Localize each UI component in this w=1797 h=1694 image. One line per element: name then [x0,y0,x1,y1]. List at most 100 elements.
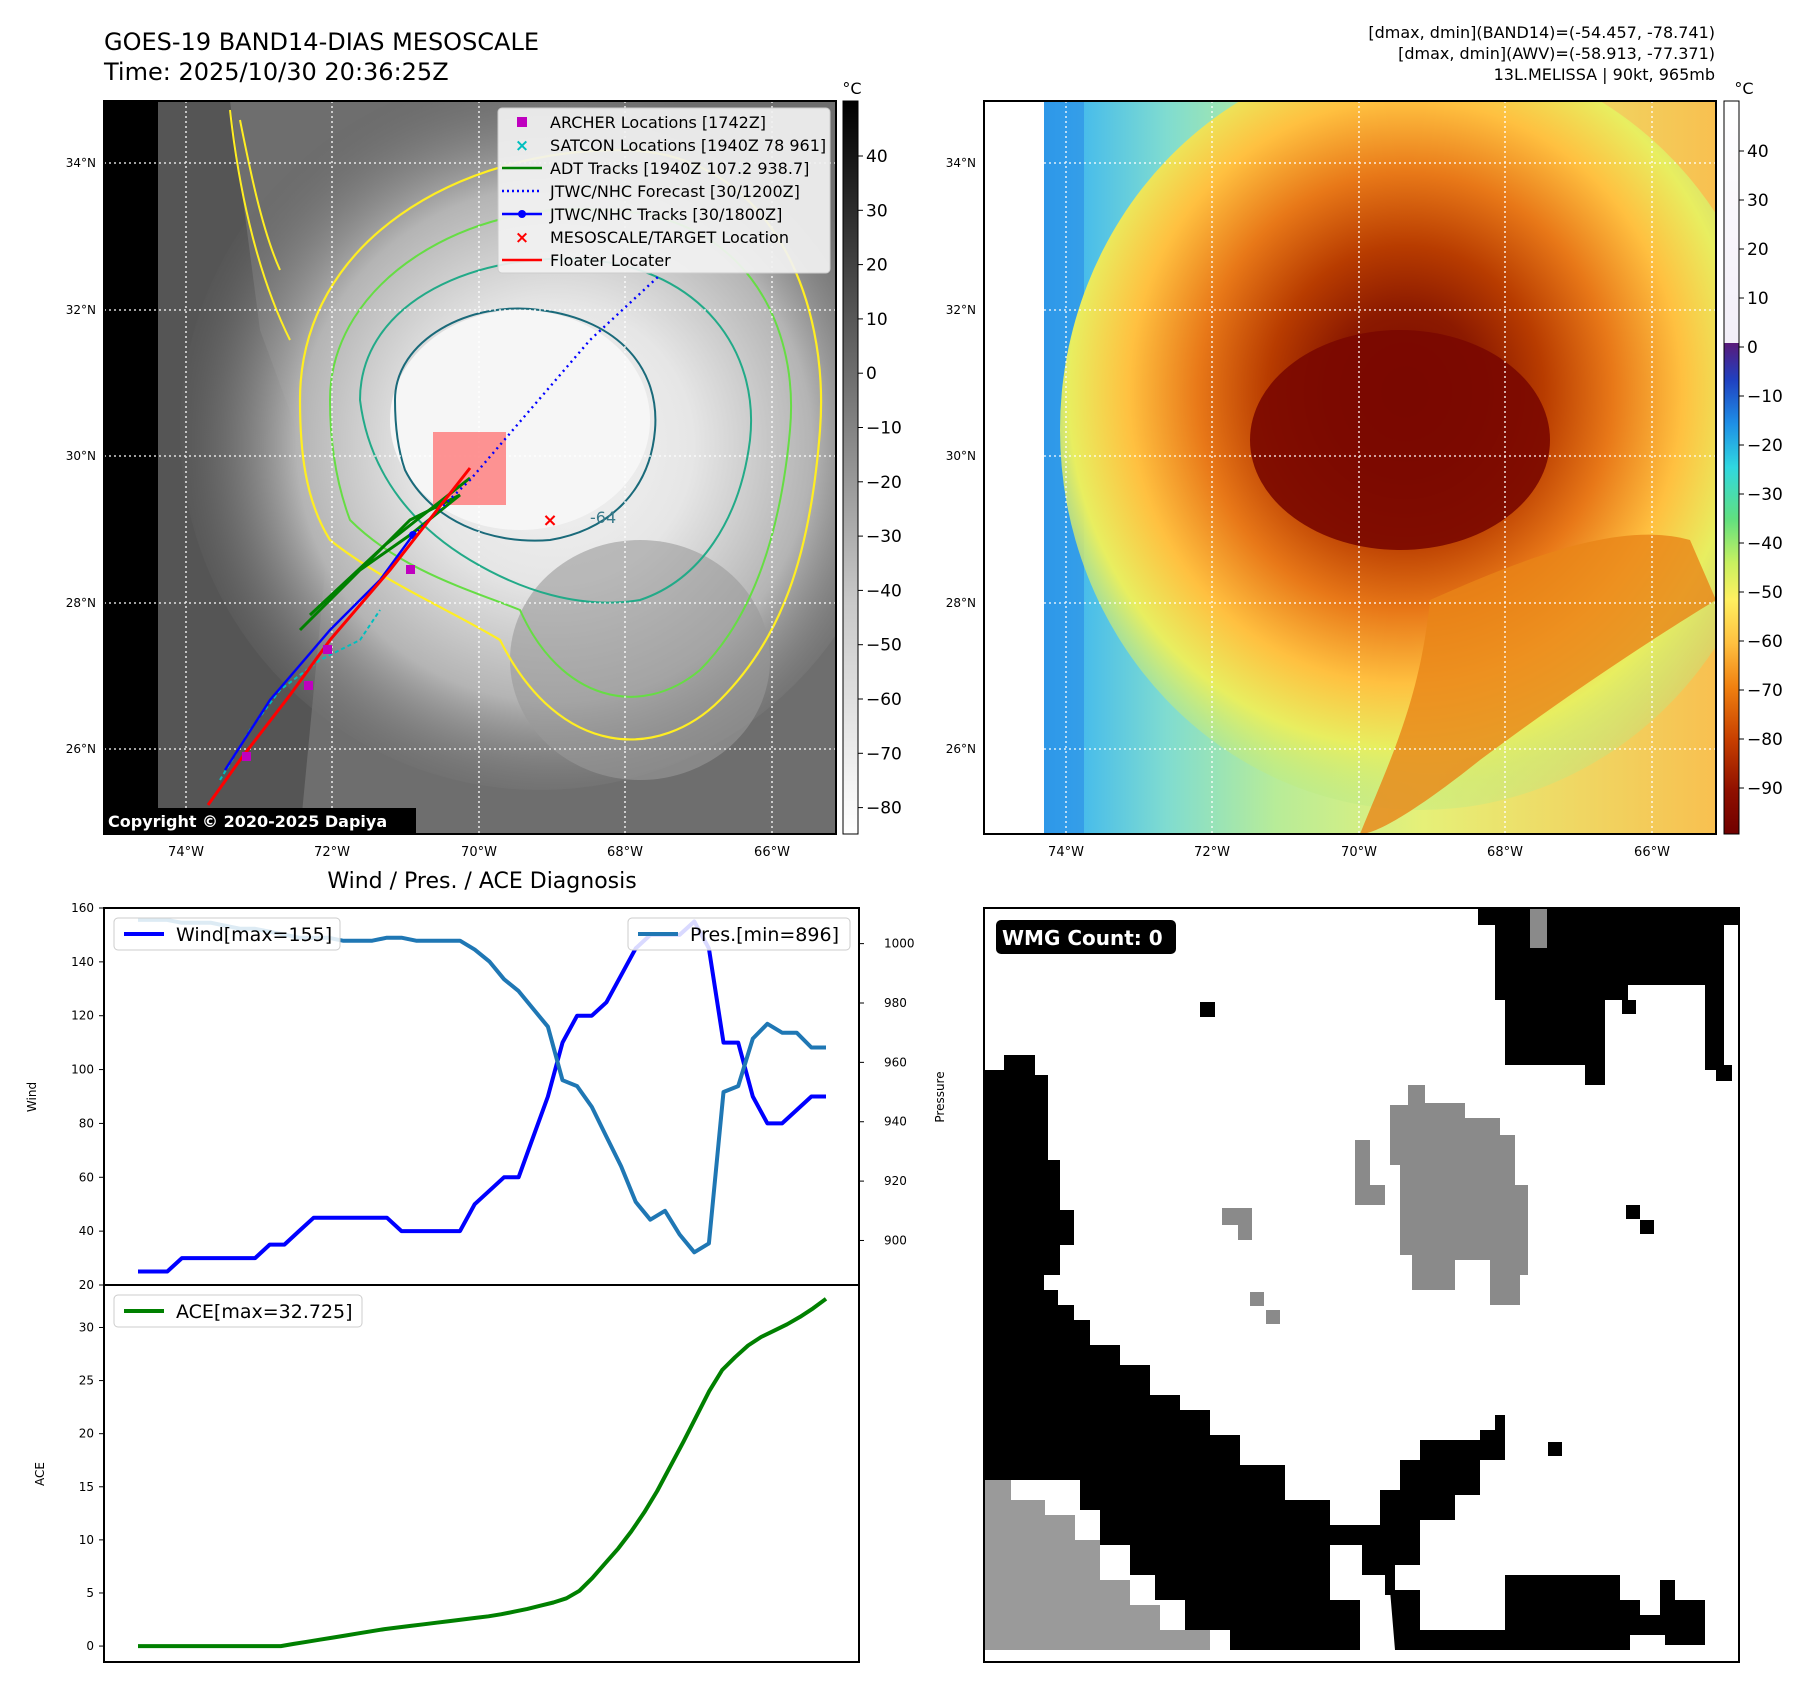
wmg-count-badge [996,920,1176,954]
lon-label: 70°W [1341,845,1377,860]
archer-marker [304,681,313,690]
gray-colorbar-ticks: 40 30 20 10 0 −10 −20 −30 −40 −50 −60 −70 −80 [858,147,902,819]
legend-marker: × [515,136,529,156]
wmg-black-dot [1626,1205,1640,1219]
pressure-axis: 900 920 940 960 980 1000 [859,937,915,1247]
color-south-band [1360,534,1716,834]
stats-band14: [dmax, dmin](BAND14)=(-54.457, -78.741) [1368,23,1715,42]
legend-marker [517,117,527,127]
wmg-gray-small [1355,1140,1385,1205]
legend-marker: × [515,228,529,248]
adt-track-2 [308,476,471,617]
lat-label: 26°N [946,742,976,756]
colorbar-tick-label: −20 [866,473,902,493]
satcon-track [219,609,381,781]
wmg-gray-small-2 [1222,1208,1252,1240]
colorbar-tick-label: −90 [1747,779,1783,799]
wmg-black-dot [1716,1065,1732,1081]
ir-contour-label: -64 [590,508,616,527]
lat-label: 34°N [946,156,976,170]
legend-label: Floater Locater [550,251,671,270]
colorbar-tick-label: 10 [1747,289,1769,309]
colorbar-tick-label: −30 [1747,485,1783,505]
colorbar-tick-label: 40 [1747,142,1769,162]
wmg-black-dot [1622,1000,1636,1014]
lon-label: 66°W [1634,845,1670,860]
lat-label: 30°N [66,449,96,463]
ace-legend: ACE[max=32.725] [113,1294,363,1328]
pressure-legend: Pres.[min=896] [627,917,851,951]
wind-pressure-panel: Wind / Pres. / ACE Diagnosis 20 40 60 80 100… [25,869,947,1292]
ace-tick-label: 10 [79,1533,94,1547]
ace-panel: 0 5 10 15 20 25 30 ACE ACE[max=32.725] [33,1284,860,1663]
color-colorbar-ticks: 40 30 20 10 0 −10 −20 −30 −40 −50 −60 −70 −80 −90 [1739,142,1783,799]
color-colorbar [1723,100,1740,835]
pressure-tick-label: 900 [884,1233,907,1247]
map-legend: ARCHER Locations [1742Z] × SATCON Location… [497,107,831,274]
colorbar-tick-label: 20 [866,256,888,276]
colorbar-tick-label: −50 [1747,583,1783,603]
wmg-gray-center [1390,1085,1528,1305]
ace-tick-label: 20 [79,1427,94,1441]
wind-tick-label: 100 [71,1063,94,1077]
gray-colorbar [842,100,859,835]
color-cold-core [1250,330,1550,550]
pressure-legend-label: Pres.[min=896] [690,924,839,946]
lon-label: 74°W [1048,845,1084,860]
wind-tick-label: 60 [79,1170,94,1184]
lon-label: 72°W [314,845,350,860]
wmg-black-dot [1640,1220,1654,1234]
wind-line [138,919,826,1274]
wmg-frame [983,907,1740,1663]
ace-tick-label: 25 [79,1374,94,1388]
jtwc-track [223,534,414,771]
wind-tick-label: 20 [79,1278,94,1292]
wind-tick-label: 120 [71,1009,94,1023]
colorbar-tick-label: −20 [1747,436,1783,456]
ace-line [138,1297,828,1649]
wmg-gray-dot [1266,1310,1280,1324]
legend-marker-dot [518,210,526,218]
wind-tick-label: 160 [71,901,94,915]
wmg-black-top [1478,908,1739,1085]
wmg-count-label: WMG Count: 0 [1002,926,1163,950]
ace-axis-label: ACE [33,1462,47,1486]
color-gridlines [984,101,1716,834]
colorbar-tick-label: −70 [866,744,902,764]
colorbar-tick-label: −30 [866,527,902,547]
ace-axis: 0 5 10 15 20 25 30 [79,1320,104,1653]
colorbar-tick-label: 10 [866,310,888,330]
color-map-panel: 34°N 32°N 30°N 28°N 26°N 74°W 72°W 70°W 68°W 66°… [946,79,1783,860]
wind-pressure-frame [103,907,860,1286]
legend-label: JTWC/NHC Forecast [30/1200Z] [549,182,800,201]
figure-time: Time: 2025/10/30 20:36:25Z [103,58,449,86]
wind-axis-label: Wind [25,1082,39,1112]
ir-map-frame [103,100,837,835]
wind-tick-label: 140 [71,955,94,969]
wmg-black-bottom [1390,1575,1705,1650]
figure-title: GOES-19 BAND14-DIAS MESOSCALE [104,28,539,56]
archer-marker [323,645,332,654]
lat-label: 30°N [946,449,976,463]
ir-lon-labels: 74°W 72°W 70°W 68°W 66°W [168,845,790,860]
colorbar-tick-label: −10 [866,419,902,439]
lat-label: 28°N [66,596,96,610]
colorbar-tick-label: −60 [1747,632,1783,652]
lon-label: 74°W [168,845,204,860]
archer-marker [242,752,251,761]
color-no-data-strip [984,101,1044,834]
pressure-axis-label: Pressure [933,1071,947,1122]
wind-tick-label: 80 [79,1116,94,1130]
colorbar-tick-label: −70 [1747,681,1783,701]
legend-label: SATCON Locations [1940Z 78 961] [550,136,826,155]
lon-label: 72°W [1194,845,1230,860]
wmg-black-dot [1200,1002,1215,1017]
color-lat-labels: 34°N 32°N 30°N 28°N 26°N [946,156,976,756]
lon-label: 66°W [754,845,790,860]
colorbar-tick-label: −40 [1747,534,1783,554]
colorbar-tick-label: 0 [866,364,877,384]
pressure-tick-label: 960 [884,1055,907,1069]
colorbar-tick-label: −10 [1747,387,1783,407]
copyright-box [104,808,416,833]
